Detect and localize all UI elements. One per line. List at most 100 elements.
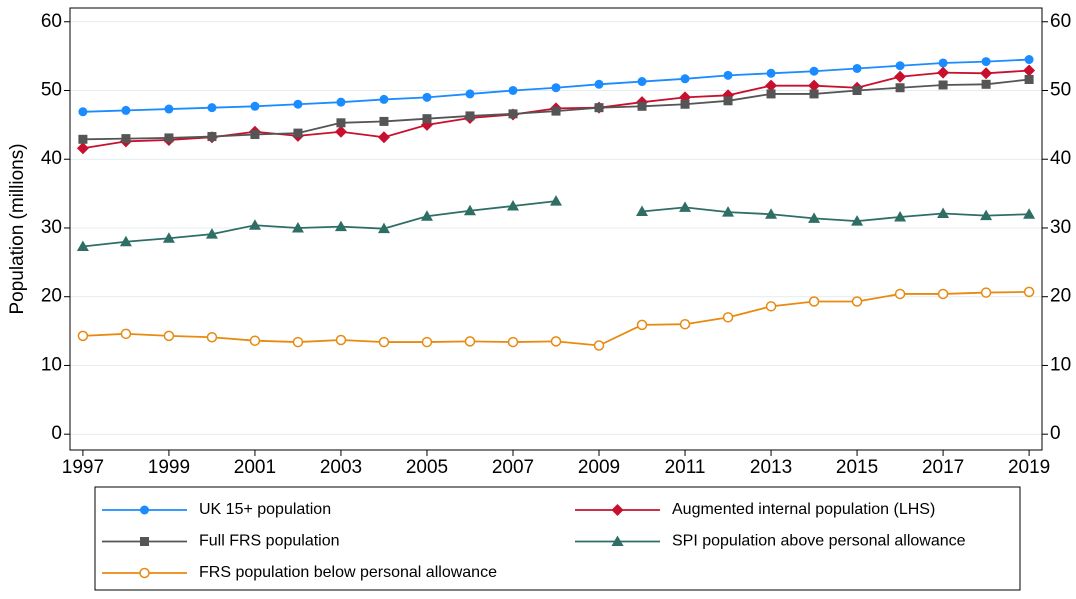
- marker: [378, 336, 390, 348]
- marker: [140, 537, 149, 546]
- marker: [121, 134, 131, 144]
- marker: [808, 296, 820, 307]
- legend-label: Full FRS population: [199, 533, 340, 550]
- x-tick-label: 2001: [234, 457, 276, 478]
- marker: [551, 83, 561, 93]
- marker: [981, 79, 991, 89]
- marker: [808, 212, 821, 223]
- marker: [508, 85, 518, 95]
- y2-tick-label: 60: [1050, 11, 1071, 32]
- marker: [465, 89, 475, 99]
- marker: [507, 336, 519, 348]
- marker: [679, 201, 692, 212]
- marker: [938, 58, 948, 68]
- marker: [637, 77, 647, 87]
- marker: [163, 330, 175, 342]
- x-tick-label: 2015: [836, 457, 878, 478]
- legend-label: Augmented internal population (LHS): [672, 501, 935, 518]
- x-tick-label: 2013: [750, 457, 792, 478]
- plot-frame: [69, 7, 1043, 451]
- y-tick-label: 0: [51, 423, 62, 444]
- marker: [1023, 208, 1036, 219]
- x-tick-label: 2017: [922, 457, 964, 478]
- marker: [980, 287, 992, 298]
- marker: [981, 57, 991, 67]
- marker: [250, 101, 260, 111]
- marker: [463, 204, 476, 216]
- marker: [594, 79, 604, 89]
- marker: [852, 63, 862, 73]
- marker: [205, 228, 218, 239]
- marker: [377, 222, 390, 234]
- marker: [550, 336, 562, 347]
- marker: [335, 334, 347, 346]
- marker: [379, 116, 389, 126]
- marker: [851, 215, 864, 226]
- marker: [76, 240, 89, 252]
- y2-tick-label: 0: [1050, 423, 1061, 444]
- y-tick-label: 20: [41, 286, 62, 307]
- marker: [336, 97, 346, 107]
- y2-tick-label: 40: [1050, 148, 1071, 169]
- marker: [937, 66, 950, 79]
- marker: [465, 111, 475, 121]
- marker: [119, 235, 132, 247]
- marker: [76, 142, 89, 155]
- marker: [723, 96, 733, 106]
- marker: [723, 70, 733, 80]
- marker: [938, 80, 948, 90]
- y2-tick-label: 50: [1050, 80, 1071, 101]
- y-tick-label: 30: [41, 217, 62, 238]
- marker: [250, 129, 260, 139]
- marker: [508, 109, 518, 119]
- series-line: [82, 200, 1030, 248]
- x-tick-label: 1997: [62, 457, 104, 478]
- marker: [120, 328, 132, 340]
- x-tick-label: 2005: [406, 457, 448, 478]
- y-tick-label: 60: [41, 11, 62, 32]
- marker: [980, 209, 993, 221]
- marker: [851, 296, 863, 307]
- marker: [121, 105, 131, 115]
- marker: [292, 336, 304, 348]
- y-tick-label: 40: [41, 148, 62, 169]
- marker: [894, 70, 907, 83]
- marker: [377, 131, 390, 144]
- marker: [611, 504, 624, 516]
- marker: [162, 232, 175, 243]
- y-tick-label: 10: [41, 354, 62, 375]
- x-tick-label: 2007: [492, 457, 534, 478]
- marker: [895, 61, 905, 71]
- marker: [336, 118, 346, 128]
- marker: [852, 85, 862, 95]
- marker: [206, 332, 218, 343]
- marker: [594, 103, 604, 113]
- marker: [637, 101, 647, 111]
- marker: [894, 288, 906, 300]
- marker: [248, 219, 261, 230]
- legend-label: SPI population above personal allowance: [672, 533, 966, 550]
- marker: [207, 132, 217, 142]
- x-tick-label: 2009: [578, 457, 620, 478]
- y-axis-label: Population (millions): [7, 143, 28, 314]
- marker: [77, 330, 89, 342]
- legend-label: UK 15+ population: [199, 501, 331, 518]
- marker: [765, 79, 778, 92]
- marker: [636, 205, 649, 216]
- marker: [937, 288, 949, 300]
- marker: [164, 133, 174, 143]
- marker: [422, 92, 432, 102]
- marker: [293, 99, 303, 109]
- marker: [636, 319, 648, 331]
- x-tick-label: 1999: [148, 457, 190, 478]
- legend-label: FRS population below personal allowance: [199, 564, 497, 581]
- marker: [679, 318, 691, 330]
- marker: [1023, 64, 1036, 77]
- marker: [1024, 74, 1034, 84]
- marker: [680, 74, 690, 84]
- marker: [809, 89, 819, 99]
- marker: [895, 83, 905, 93]
- marker: [1023, 286, 1035, 298]
- marker: [593, 340, 605, 351]
